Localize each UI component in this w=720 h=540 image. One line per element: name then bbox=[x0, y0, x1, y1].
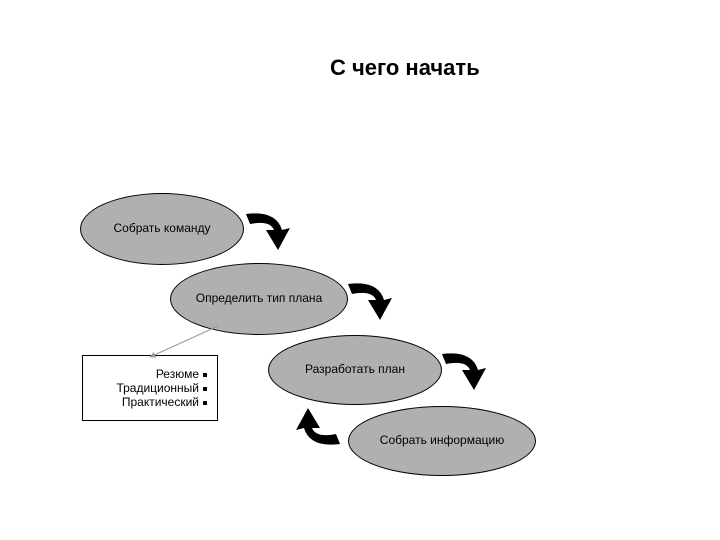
arrow-4-return bbox=[296, 408, 340, 445]
bullet-icon bbox=[203, 387, 207, 391]
bullet-icon bbox=[203, 373, 207, 377]
step-oval-1-label: Собрать команду bbox=[108, 222, 217, 235]
plan-types-callout: Резюме Традиционный Практический bbox=[82, 355, 218, 421]
arrow-3 bbox=[442, 353, 486, 390]
step-oval-3: Разработать план bbox=[268, 335, 442, 405]
step-oval-4: Собрать информацию bbox=[348, 406, 536, 476]
callout-line-2: Традиционный bbox=[116, 381, 207, 395]
step-oval-4-label: Собрать информацию bbox=[374, 434, 510, 447]
step-oval-3-label: Разработать план bbox=[299, 363, 411, 376]
step-oval-2-label: Определить тип плана bbox=[190, 292, 329, 305]
step-oval-2: Определить тип плана bbox=[170, 263, 348, 335]
arrows-overlay bbox=[0, 0, 720, 540]
callout-line-1: Резюме bbox=[156, 367, 207, 381]
page-title: С чего начать bbox=[330, 55, 480, 81]
arrow-1 bbox=[246, 213, 290, 250]
arrow-2 bbox=[348, 283, 392, 320]
callout-line-3: Практический bbox=[122, 395, 207, 409]
callout-connector bbox=[150, 326, 218, 357]
diagram-stage: С чего начать Собрать команду Определить… bbox=[0, 0, 720, 540]
bullet-icon bbox=[203, 401, 207, 405]
step-oval-1: Собрать команду bbox=[80, 193, 244, 265]
